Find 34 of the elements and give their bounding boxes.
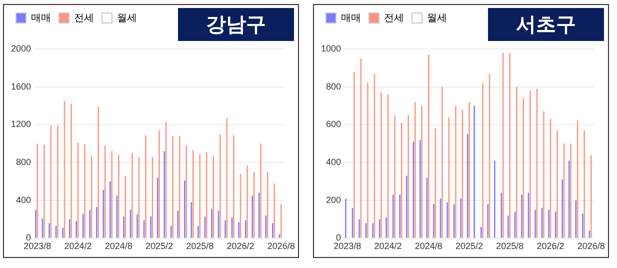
x-tick-label: 2024/8 xyxy=(104,241,132,252)
x-tick-label: 2025/8 xyxy=(186,241,214,252)
y-tick-label: 2000 xyxy=(10,43,32,54)
x-tick-label: 2024/2 xyxy=(64,241,92,252)
legend-label: 전세 xyxy=(74,12,94,24)
y-tick-label: 800 xyxy=(326,81,342,92)
chart-title: 서초구 xyxy=(488,8,604,41)
x-tick-label: 2026/8 xyxy=(577,241,605,252)
x-tick-label: 2025/2 xyxy=(145,241,174,252)
x-tick-label: 2026/8 xyxy=(267,241,295,252)
legend-label: 전세 xyxy=(384,12,404,24)
x-tick-label: 2024/8 xyxy=(414,241,442,252)
y-tick-label: 400 xyxy=(16,194,32,205)
x-tick-label: 2023/8 xyxy=(334,241,362,252)
x-tick-label: 2025/8 xyxy=(496,241,524,252)
x-tick-label: 2025/2 xyxy=(455,241,484,252)
legend-label: 월세 xyxy=(427,12,447,24)
x-tick-label: 2026/2 xyxy=(536,241,564,252)
y-tick-label: 600 xyxy=(326,119,342,130)
y-tick-label: 1200 xyxy=(10,119,32,130)
y-tick-label: 1000 xyxy=(320,43,342,54)
y-tick-label: 400 xyxy=(326,157,342,168)
legend-label: 매매 xyxy=(341,12,361,24)
legend-label: 매매 xyxy=(31,12,51,24)
x-tick-label: 2024/2 xyxy=(374,241,402,252)
x-tick-label: 2026/2 xyxy=(226,241,254,252)
x-tick-label: 2023/8 xyxy=(24,241,52,252)
y-tick-label: 0 xyxy=(336,232,342,243)
chart-title: 강남구 xyxy=(178,8,294,41)
y-tick-label: 800 xyxy=(16,157,32,168)
legend-label: 월세 xyxy=(117,12,137,24)
y-tick-label: 0 xyxy=(26,232,32,243)
y-tick-label: 200 xyxy=(326,194,342,205)
y-tick-label: 1600 xyxy=(10,81,32,92)
